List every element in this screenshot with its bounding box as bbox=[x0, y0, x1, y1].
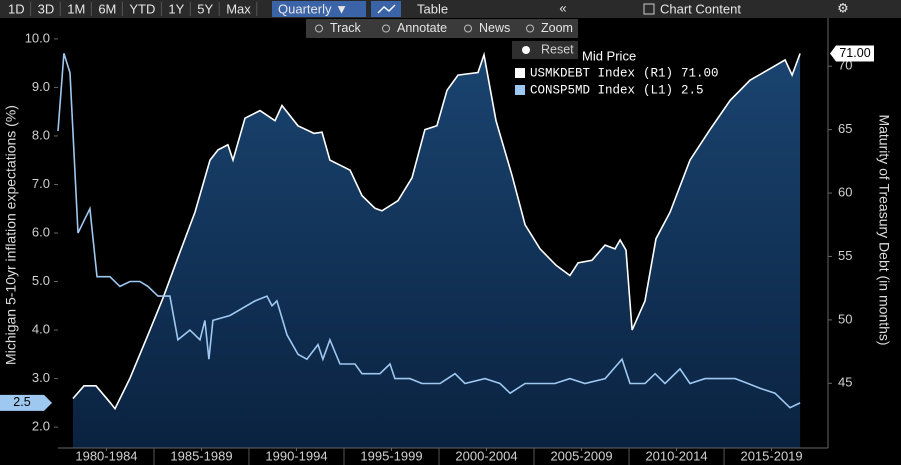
legend-axis-tag: (R1) bbox=[643, 66, 673, 80]
reset-icon bbox=[522, 46, 530, 54]
tool-button[interactable]: Annotate bbox=[397, 21, 447, 35]
content-icon bbox=[643, 3, 655, 15]
x-tick-label: 2005-2009 bbox=[550, 448, 612, 463]
x-tick-label: 1985-1989 bbox=[170, 448, 232, 463]
y-tick-label: 6.0 bbox=[32, 224, 50, 239]
legend-last: 2.5 bbox=[681, 83, 704, 97]
y-tick-label: 4.0 bbox=[32, 322, 50, 337]
last-value-label: 71.00 bbox=[839, 46, 870, 60]
last-value-label: 2.5 bbox=[13, 395, 30, 409]
y-tick-label: 9.0 bbox=[32, 79, 50, 94]
y-tick-label: 3.0 bbox=[32, 370, 50, 385]
range-button[interactable]: 1M bbox=[67, 1, 85, 16]
series-line bbox=[72, 51, 801, 411]
tool-icon bbox=[526, 24, 534, 33]
tool-row: Track Annotate News Zoom bbox=[306, 19, 578, 38]
x-tick-label: 1980-1984 bbox=[75, 448, 137, 463]
y-axis-title: Michigan 5-10yr inflation expectations (… bbox=[3, 105, 19, 365]
y2-tick-label: 45 bbox=[838, 375, 852, 390]
legend-last: 71.00 bbox=[681, 66, 719, 80]
period-button[interactable]: Quarterly ▼ bbox=[278, 1, 348, 16]
range-button[interactable]: 1Y bbox=[168, 1, 184, 16]
reset-button[interactable]: Reset bbox=[541, 42, 574, 56]
x-tick-label: 2000-2004 bbox=[455, 448, 517, 463]
chart-content-button[interactable]: Chart Content bbox=[660, 1, 741, 16]
y2-tick-label: 60 bbox=[838, 184, 852, 199]
chart-icon bbox=[377, 4, 396, 14]
settings-button[interactable]: ⚙ bbox=[837, 0, 849, 15]
legend-title: Mid Price bbox=[582, 48, 636, 63]
legend-name: USMKDEBT Index bbox=[530, 66, 635, 80]
table-button[interactable]: Table bbox=[417, 1, 448, 16]
tool-row-bg bbox=[306, 19, 578, 38]
y2-tick-label: 50 bbox=[838, 311, 852, 326]
range-button[interactable]: 1D bbox=[8, 1, 25, 16]
toolbar-bar bbox=[0, 0, 901, 18]
tool-button[interactable]: Track bbox=[330, 21, 362, 35]
legend-name: CONSP5MD Index bbox=[530, 83, 635, 97]
legend-swatch bbox=[515, 85, 525, 95]
y2-tick-label: 65 bbox=[838, 121, 852, 136]
x-tick-label: 2010-2014 bbox=[645, 448, 707, 463]
legend-swatch bbox=[515, 68, 525, 78]
range-button[interactable]: 6M bbox=[98, 1, 116, 16]
tool-icon bbox=[315, 24, 323, 33]
plot: 2.03.04.05.06.07.08.09.010.0455055606570… bbox=[0, 18, 892, 465]
y-tick-label: 7.0 bbox=[32, 176, 50, 191]
y-tick-label: 2.0 bbox=[32, 419, 50, 434]
series-line bbox=[57, 53, 801, 409]
tool-icon bbox=[464, 24, 472, 33]
y-tick-label: 5.0 bbox=[32, 273, 50, 288]
series-area bbox=[73, 53, 801, 448]
last-value-tag bbox=[0, 394, 52, 411]
tool-button[interactable]: News bbox=[479, 21, 510, 35]
y2-tick-label: 55 bbox=[838, 248, 852, 263]
tool-icon bbox=[382, 24, 390, 33]
range-button[interactable]: 3D bbox=[38, 1, 55, 16]
x-tick-label: 1990-1994 bbox=[265, 448, 327, 463]
collapse-button[interactable]: « bbox=[559, 0, 566, 15]
range-button[interactable]: 5Y bbox=[197, 1, 213, 16]
tool-button[interactable]: Zoom bbox=[541, 21, 573, 35]
y-tick-label: 8.0 bbox=[32, 127, 50, 142]
y2-axis-title: Maturity of Treasury Debt (in months) bbox=[876, 114, 892, 345]
range-button[interactable]: Max bbox=[226, 1, 251, 16]
range-button[interactable]: YTD bbox=[129, 1, 155, 16]
toolbar: 1D 3D 1M 6M YTD 1Y 5Y Max Quarterly ▼ Table « Chart… bbox=[0, 0, 901, 18]
period-bg bbox=[272, 1, 366, 17]
x-tick-label: 2015-2019 bbox=[740, 448, 802, 463]
x-tick-label: 1995-1999 bbox=[360, 448, 422, 463]
legend-axis-tag: (L1) bbox=[643, 83, 673, 97]
last-value-tag bbox=[830, 45, 874, 62]
reset-bg bbox=[512, 41, 578, 59]
y-tick-label: 10.0 bbox=[25, 30, 50, 45]
